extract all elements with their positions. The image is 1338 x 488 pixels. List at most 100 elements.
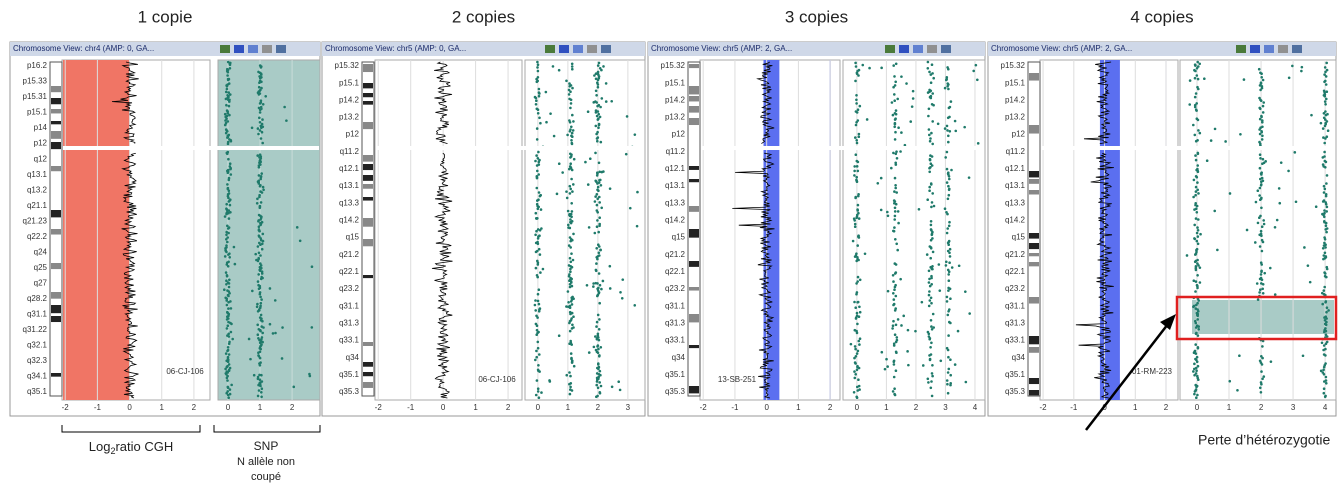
snp-dot [899,150,902,153]
snp-dot [569,90,572,93]
snp-dot [902,314,906,318]
band-label: q13.1 [27,170,48,179]
ideogram-band [689,261,699,267]
snp-dot [568,212,571,216]
snp-dot [594,77,598,81]
snp-dot [1324,221,1328,225]
snp-dot [600,206,603,210]
band-label: p12 [346,130,360,139]
band-label: q32.3 [27,356,48,365]
snp-dot [227,231,230,235]
snp-dot [927,332,931,336]
toolbar-icon [587,45,597,53]
snp-dot [568,236,572,239]
snp-dot [1194,372,1198,375]
snp-dot [1192,279,1196,283]
snp-dot [894,263,898,266]
snp-dot [536,207,540,210]
x-tick-label: 0 [536,403,541,412]
snp-dot [251,289,254,293]
snp-dot [310,326,314,329]
snp-dot [892,363,896,366]
snp-dot [857,378,860,382]
toolbar-icon [885,45,895,53]
snp-dot [557,334,561,337]
snp-dot [1195,355,1199,359]
snp-dot [928,337,931,341]
snp-dot [855,331,859,335]
snp-dot [967,176,971,179]
snp-dot [931,267,934,271]
x-tick-label: -1 [94,403,102,412]
snp-dot [1324,354,1327,357]
snp-dot [1196,235,1200,238]
snp-dot [257,351,260,355]
snp-dot [944,156,947,159]
snp-dot [925,253,929,256]
ideogram-band [1029,390,1039,396]
snp-dot [601,279,605,283]
ideogram-band [51,109,61,114]
snp-dot [856,300,860,304]
snp-dot [536,316,539,319]
snp-dot [226,183,229,186]
ideogram-band [51,263,61,270]
snp-dot [947,193,951,197]
ideogram-band [1029,73,1039,81]
snp-dot [1287,76,1291,80]
snp-dot [1260,86,1264,90]
snp-dot [1192,195,1195,199]
snp-dot [896,318,900,321]
snp-dot [895,157,899,160]
cgh-caption: Log2ratio CGH [61,425,201,456]
snp-dot [945,150,949,154]
ideogram-band [1029,297,1039,304]
snp-dot [929,247,933,250]
band-label: q28.2 [27,294,48,303]
x-tick-label: 0 [1195,403,1200,412]
snp-dot [1261,345,1264,348]
snp-dot [948,247,952,251]
snp-dot [1261,377,1264,381]
snp-dot [931,312,935,316]
snp-dot [886,289,890,293]
snp-dot [1188,103,1192,106]
snp-dot [572,315,575,319]
snp-dot [569,106,572,110]
snp-dot [540,391,543,394]
snp-dot [258,108,262,111]
snp-dot [956,329,960,333]
snp-dot [1196,301,1199,305]
loss-fill [63,60,130,400]
snp-dot [230,383,233,387]
snp-dot [569,260,573,264]
snp-dot [865,118,869,121]
band-label: q22.1 [1005,267,1026,276]
snp-dot [228,278,231,282]
ideogram-band [1029,171,1039,178]
snp-dot [1325,306,1329,310]
toolbar-icon [573,45,583,53]
snp-dot [258,111,262,114]
snp-dot [545,120,548,124]
snp-dot [227,104,231,108]
snp-dot [260,272,264,275]
snp-dot [853,370,856,373]
snp-dot [587,351,591,354]
sample-id: 06-CJ-106 [166,367,204,376]
snp-dot [225,391,228,395]
ideogram-band [51,292,61,299]
snp-dot [930,372,934,375]
snp-dot [945,260,948,264]
snp-dot [894,62,898,66]
snp-dot [596,294,599,298]
snp-dot [537,247,541,251]
snp-dot [572,232,575,236]
band-label: q13.1 [665,181,686,190]
snp-dot [225,274,229,278]
snp-dot [535,186,539,190]
band-label: q11.2 [340,147,360,156]
x-tick-label: 0 [127,403,132,412]
snp-dot [957,264,961,268]
snp-dot [929,162,933,165]
